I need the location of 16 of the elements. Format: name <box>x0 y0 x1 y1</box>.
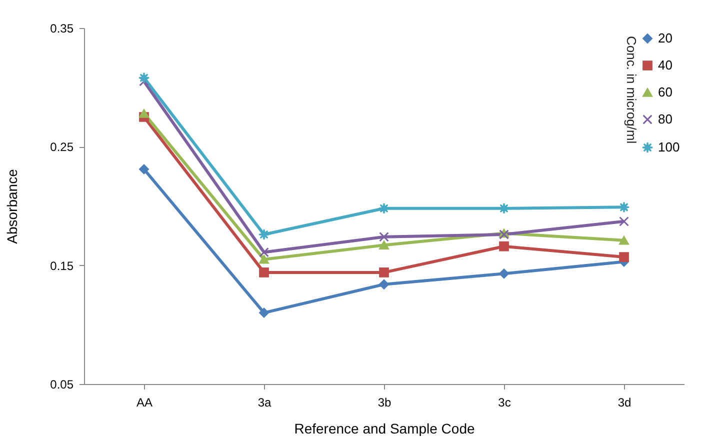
y-axis-title: Absorbance <box>4 168 20 244</box>
legend-label: 60 <box>658 84 672 100</box>
legend-label: 80 <box>658 112 672 126</box>
legend-title: Conc. in microg/ml <box>624 36 639 144</box>
x-tick-label: 3c <box>498 396 511 410</box>
x-tick-label: 3d <box>618 396 632 410</box>
y-tick-label: 0.05 <box>50 378 74 392</box>
y-tick-label: 0.25 <box>50 140 74 154</box>
legend-label: 20 <box>658 30 672 46</box>
x-tick-label: AA <box>136 396 153 410</box>
legend-label: 100 <box>658 140 680 154</box>
y-tick-label: 0.35 <box>50 22 74 36</box>
x-tick-label: 3a <box>258 396 272 410</box>
legend-label: 40 <box>658 58 672 72</box>
y-tick-label: 0.15 <box>50 258 74 273</box>
x-tick-label: 3b <box>378 396 392 410</box>
